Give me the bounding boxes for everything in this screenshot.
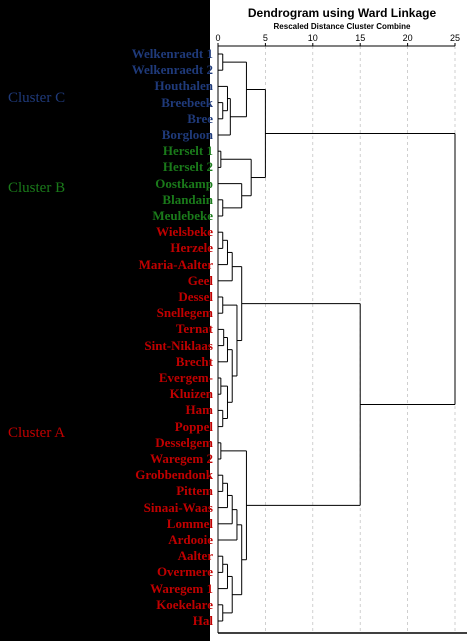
- cluster-label-b: Cluster B: [8, 180, 66, 196]
- leaf-label: Meulebeke: [152, 208, 213, 223]
- leaf-label: Brecht: [175, 353, 213, 369]
- leaf-label: Ardooie: [168, 532, 213, 547]
- cluster-label-panel: [0, 0, 210, 641]
- tick-label: 25: [450, 33, 460, 43]
- leaf-label: Oostkamp: [155, 175, 213, 191]
- cluster-label-c: Cluster C: [8, 90, 66, 106]
- leaf-label: Dessel: [178, 289, 213, 304]
- leaf-label: Overmere: [156, 564, 213, 580]
- leaf-label: Pittem: [176, 483, 213, 499]
- tick-label: 15: [355, 33, 365, 43]
- leaf-label: Desselgem: [155, 434, 213, 450]
- leaf-label: Breebeek: [161, 94, 213, 110]
- leaf-label: Herselt 1: [162, 143, 213, 159]
- tick-label: 5: [263, 33, 268, 43]
- leaf-label: Ternat: [175, 321, 213, 337]
- leaf-label: Sint-Niklaas: [144, 337, 213, 353]
- cluster-label-a: Cluster A: [8, 425, 66, 441]
- leaf-label: Herzele: [170, 240, 213, 256]
- chart-title: Dendrogram using Ward Linkage: [247, 6, 437, 20]
- leaf-label: Evergem-: [158, 370, 213, 385]
- leaf-label: Kluizen: [169, 386, 213, 402]
- leaf-label: Maria-Aalter: [138, 256, 213, 272]
- leaf-label: Poppel: [174, 418, 213, 434]
- leaf-label: Welkenraedt 1: [131, 46, 213, 61]
- leaf-label: Wielsbeke: [156, 224, 213, 240]
- leaf-label: Sinaai-Waas: [143, 499, 213, 515]
- tick-label: 10: [308, 33, 318, 43]
- tick-label: 20: [403, 33, 413, 43]
- leaf-label: Koekelare: [156, 596, 213, 612]
- leaf-label: Welkenraedt 2: [131, 62, 213, 78]
- leaf-label: Bree: [187, 110, 213, 126]
- leaf-label: Houthalen: [154, 78, 213, 94]
- leaf-label: Blandain: [162, 191, 213, 207]
- tick-label: 0: [215, 33, 220, 43]
- leaf-label: Waregem 1: [150, 580, 213, 596]
- leaf-label: Hal: [192, 613, 213, 628]
- plot-area: [210, 0, 474, 641]
- leaf-label: Borgloon: [161, 127, 213, 142]
- leaf-label: Geel: [187, 272, 213, 288]
- leaf-label: Waregem 2: [150, 451, 213, 466]
- chart-subtitle: Rescaled Distance Cluster Combine: [273, 22, 411, 31]
- leaf-label: Ham: [185, 402, 213, 418]
- leaf-label: Grobbendonk: [135, 467, 213, 483]
- leaf-label: Aalter: [177, 548, 213, 564]
- leaf-label: Snellegem: [156, 305, 213, 321]
- leaf-label: Herselt 2: [162, 159, 213, 175]
- leaf-label: Lommel: [166, 515, 213, 531]
